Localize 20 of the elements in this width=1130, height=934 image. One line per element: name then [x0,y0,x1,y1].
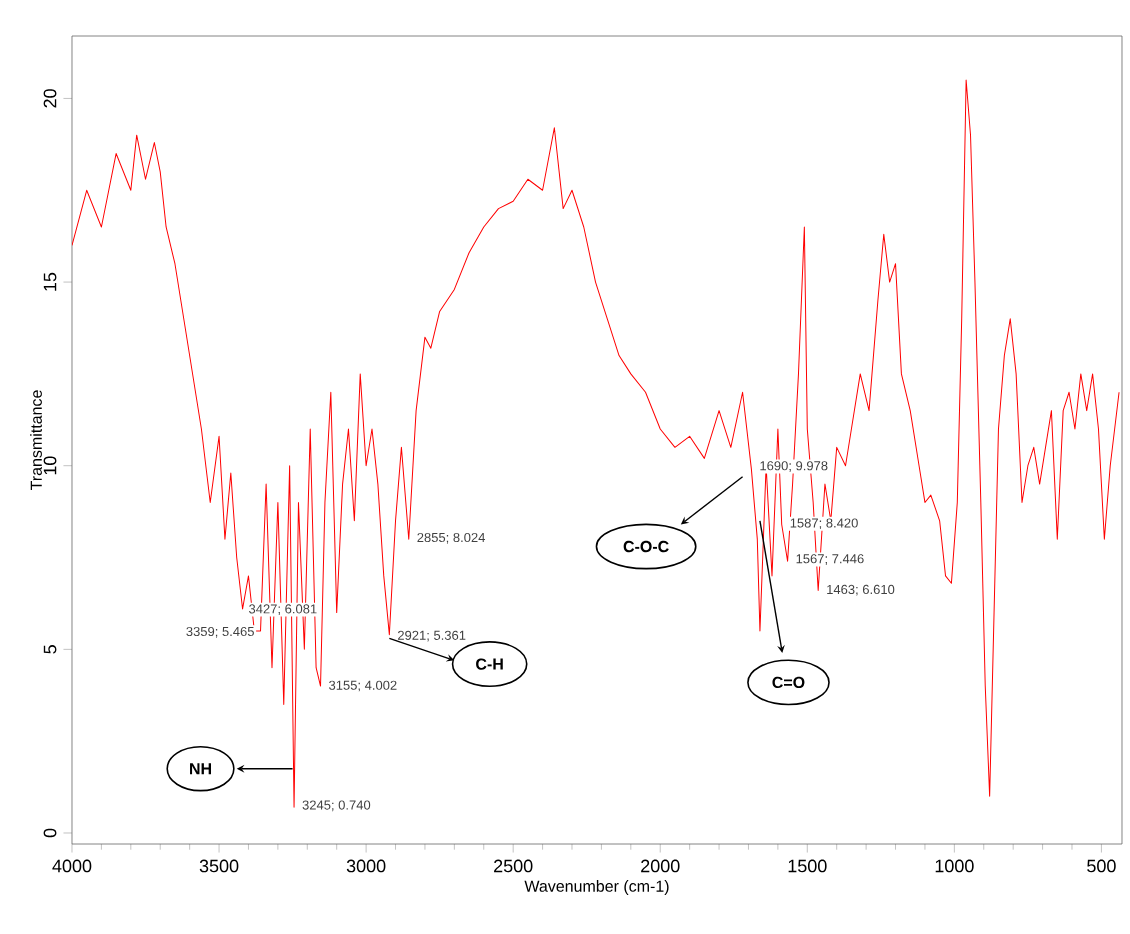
x-axis-title: Wavenumber (cm-1) [524,880,669,895]
x-tick-label: 2500 [494,859,533,873]
y-axis-title: Transmittance [30,390,42,491]
x-tick-label: 1500 [788,859,827,873]
x-tick-label: 500 [1087,859,1116,873]
y-tick-label: 10 [43,456,57,475]
annotation: C-O-C [623,540,669,553]
annotation: C=O [772,676,805,689]
y-tick-label: 5 [43,645,57,654]
x-tick-label: 1000 [935,859,974,873]
annotation: NH [190,763,211,775]
x-tick-label: 3000 [346,859,386,873]
y-tick-label: 15 [43,272,57,291]
annotation: C-H [476,658,503,670]
y-tick-label: 20 [43,89,57,108]
x-tick-label: 2000 [641,859,680,873]
line-series [71,79,1120,808]
x-tick-label: 3500 [199,859,239,873]
x-tick-label: 4000 [52,859,92,873]
y-tick-label: 0 [43,828,57,838]
